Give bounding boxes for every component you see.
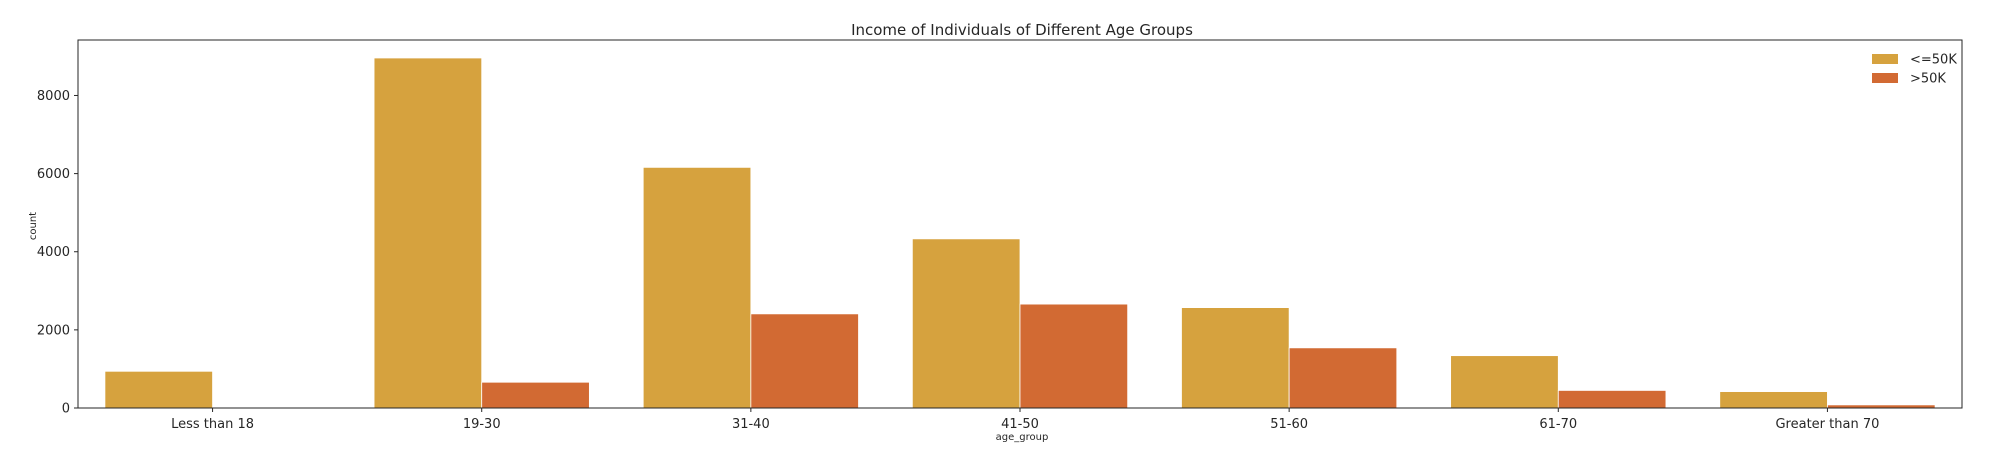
y-tick-label: 0 bbox=[62, 402, 70, 417]
bar-le50k-1 bbox=[373, 57, 483, 409]
bar-gt50k-1 bbox=[481, 381, 590, 409]
x-tick-label: 41-50 bbox=[1001, 417, 1039, 432]
legend-label-0: <=50K bbox=[1910, 53, 1957, 68]
bar-gt50k-2 bbox=[750, 313, 859, 409]
x-tick-label: 31-40 bbox=[732, 417, 770, 432]
x-tick-label: Greater than 70 bbox=[1775, 417, 1879, 432]
legend-swatch-0 bbox=[1872, 54, 1898, 64]
y-tick-label: 4000 bbox=[37, 245, 70, 260]
x-axis-ticks: Less than 18 19-30 31-40 41-50 51-60 61-70 Gre… bbox=[171, 408, 1879, 432]
bar-le50k-6 bbox=[1719, 391, 1828, 409]
y-axis-ticks: 0 2000 4000 6000 8000 bbox=[37, 89, 78, 417]
y-axis-label: count bbox=[28, 212, 39, 240]
x-tick-label: 19-30 bbox=[463, 417, 501, 432]
bar-le50k-3 bbox=[911, 238, 1021, 409]
y-tick-label: 8000 bbox=[37, 89, 70, 104]
x-tick-label: Less than 18 bbox=[171, 417, 254, 432]
x-axis-label: age_group bbox=[996, 432, 1049, 443]
bar-le50k-0 bbox=[104, 370, 213, 409]
chart-title: Income of Individuals of Different Age G… bbox=[851, 21, 1193, 39]
x-tick-label: 61-70 bbox=[1539, 417, 1577, 432]
bar-le50k-4 bbox=[1181, 307, 1290, 409]
legend-label-1: >50K bbox=[1910, 72, 1946, 87]
bar-le50k-5 bbox=[1450, 355, 1559, 409]
y-tick-label: 2000 bbox=[37, 323, 70, 338]
plot-frame bbox=[77, 39, 1963, 409]
x-tick-label: 51-60 bbox=[1270, 417, 1308, 432]
legend: <=50K >50K bbox=[1872, 53, 1957, 87]
bars-group bbox=[104, 57, 1936, 409]
legend-swatch-1 bbox=[1872, 73, 1898, 83]
bar-gt50k-4 bbox=[1288, 347, 1398, 409]
y-tick-label: 6000 bbox=[37, 167, 70, 182]
bar-le50k-2 bbox=[642, 166, 752, 409]
bar-gt50k-5 bbox=[1557, 390, 1667, 409]
bar-gt50k-3 bbox=[1019, 303, 1129, 409]
